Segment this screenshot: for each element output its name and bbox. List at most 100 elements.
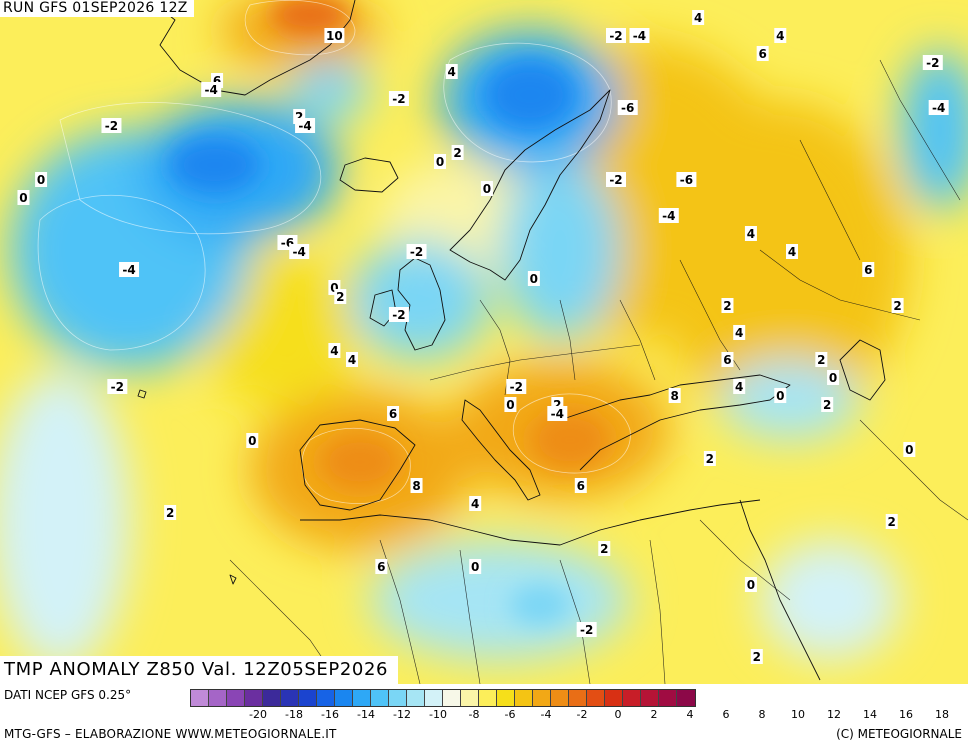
label-background [387,406,400,421]
label-text: 2 [166,506,174,520]
label-text: 0 [776,389,784,403]
label-text: 4 [788,245,796,259]
label-text: 6 [377,560,385,574]
legend-tick-label: 18 [935,708,949,721]
legend-swatch [515,690,533,706]
label-background [107,379,128,394]
label-background [504,397,517,412]
label-text: 6 [389,407,397,421]
label-background [721,298,734,313]
label-background [547,406,568,421]
credit-elaborazione: MTG-GFS – ELABORAZIONE WWW.METEOGIORNALE… [4,727,337,741]
isotherm-value-label: -2 [606,172,626,187]
label-text: 2 [888,515,896,529]
label-text: 10 [326,29,343,43]
isotherm-value-label: 0 [17,190,30,205]
label-background [527,271,540,286]
legend-tick-label: 0 [614,708,622,721]
label-text: -2 [926,56,939,70]
isotherm-value-label: 0 [504,397,517,412]
legend-swatch [371,690,389,706]
label-text: 4 [448,65,456,79]
legend-swatch [299,690,317,706]
legend-tick-label: -18 [285,708,303,721]
isotherm-value-label: 8 [410,478,423,493]
isotherm-value-label: -4 [119,262,140,277]
legend-tick-label: -8 [468,708,480,721]
label-background [676,172,697,187]
label-text: 0 [506,398,514,412]
label-background [598,541,611,556]
isotherm-value-label: -2 [388,307,409,322]
label-text: 4 [735,380,743,394]
label-background [324,28,345,43]
label-text: -2 [392,92,405,106]
isotherm-value-label: -4 [547,406,568,421]
label-background [827,370,840,385]
isotherm-value-label: 6 [721,352,734,367]
label-background [574,478,587,493]
label-background [786,244,798,259]
legend-swatch [389,690,407,706]
isotherm-value-label: -2 [506,379,527,394]
isotherm-value-label: 4 [733,325,746,340]
isotherm-value-label: 0 [246,433,259,448]
legend-tick-label: -20 [249,708,267,721]
label-text: -2 [105,119,118,133]
legend-tick-label: 6 [722,708,730,721]
label-background [406,244,427,259]
isotherm-value-label: 4 [692,10,705,25]
label-background [658,208,679,223]
label-background [388,307,409,322]
isotherm-value-label: 2 [334,289,347,304]
legend-tick-label: -14 [357,708,375,721]
isotherm-value-label: 4 [346,352,358,367]
label-background [750,649,763,664]
label-text: -4 [932,101,945,115]
legend-tick-label: -10 [429,708,447,721]
isotherm-value-label: -2 [107,379,128,394]
label-text: 6 [213,74,221,88]
legend-swatch [245,690,263,706]
label-text: -2 [111,380,124,394]
isotherm-value-label: -6 [676,172,697,187]
label-background [101,118,122,133]
color-legend-bar [190,689,696,707]
label-text: 0 [19,191,27,205]
label-text: 2 [295,110,303,124]
label-text: 0 [471,560,479,574]
label-background [885,514,898,529]
legend-swatch [461,690,479,706]
legend-tick-label: 12 [827,708,841,721]
label-text: 0 [248,434,256,448]
label-background [862,262,875,277]
legend-swatch [407,690,425,706]
isotherm-value-label: -4 [928,100,949,115]
label-text: -4 [662,209,675,223]
isotherm-value-label: 2 [885,514,898,529]
legend-swatch [227,690,245,706]
label-text: 2 [723,299,731,313]
legend-swatch [335,690,353,706]
label-background [815,352,828,367]
label-background [774,28,787,43]
isotherm-value-label: 4 [786,244,798,259]
label-text: -2 [510,380,523,394]
label-text: -6 [680,173,693,187]
label-text: 2 [893,299,901,313]
isotherm-value-label: 4 [328,343,341,358]
temperature-anomaly-map[interactable]: 10 6 -4 4 -2 -2 2 -4 0 2 -2 -4 4 4 6 -2 -4 -6 -2 -6 -4 0 0 0 -6-… [0,0,968,684]
label-text: -4 [293,245,306,259]
label-background [733,325,746,340]
isotherm-value-label: 4 [733,379,746,394]
isotherm-value-label: -4 [658,208,679,223]
label-background [617,100,638,115]
isotherm-value-label: -6 [617,100,638,115]
legend-swatch [263,690,281,706]
isotherm-value-label: 6 [574,478,587,493]
legend-swatch [443,690,461,706]
label-text: 0 [436,155,444,169]
label-text: 0 [747,578,755,592]
